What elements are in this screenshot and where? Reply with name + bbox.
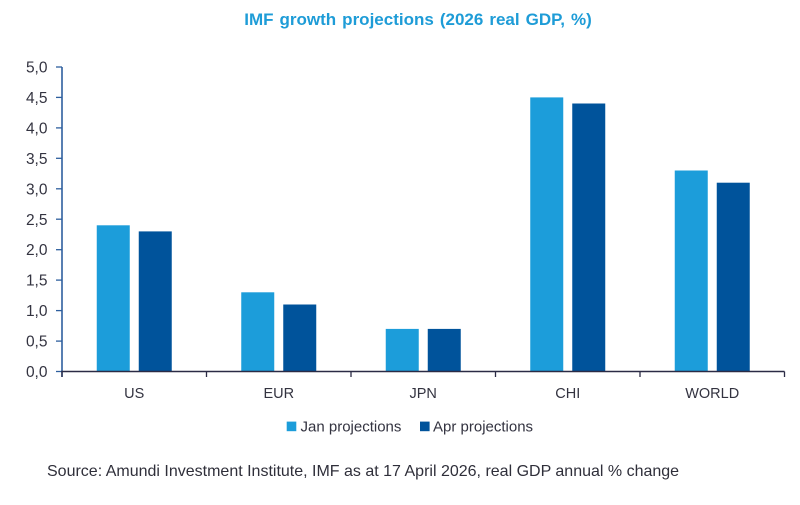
svg-text:0,5: 0,5 bbox=[26, 334, 48, 351]
svg-text:0,0: 0,0 bbox=[26, 364, 48, 381]
svg-text:3,0: 3,0 bbox=[26, 181, 48, 198]
svg-text:Apr projections: Apr projections bbox=[433, 419, 533, 436]
svg-text:5,0: 5,0 bbox=[26, 60, 48, 77]
svg-text:JPN: JPN bbox=[409, 386, 436, 402]
svg-text:CHI: CHI bbox=[555, 386, 580, 402]
svg-text:4,0: 4,0 bbox=[26, 120, 48, 137]
svg-text:3,5: 3,5 bbox=[26, 151, 48, 168]
svg-text:4,5: 4,5 bbox=[26, 90, 48, 107]
svg-text:EUR: EUR bbox=[263, 386, 294, 402]
svg-text:US: US bbox=[124, 386, 144, 402]
svg-text:1,0: 1,0 bbox=[26, 303, 48, 320]
svg-text:2,0: 2,0 bbox=[26, 242, 48, 259]
svg-text:2,5: 2,5 bbox=[26, 212, 48, 229]
svg-text:Source: Amundi Investment Inst: Source: Amundi Investment Institute, IMF… bbox=[47, 463, 679, 480]
svg-text:WORLD: WORLD bbox=[685, 386, 739, 402]
svg-text:IMF growth projections (2026 r: IMF growth projections (2026 real GDP, %… bbox=[244, 10, 592, 29]
svg-text:1,5: 1,5 bbox=[26, 273, 48, 290]
svg-text:Jan projections: Jan projections bbox=[301, 419, 402, 436]
